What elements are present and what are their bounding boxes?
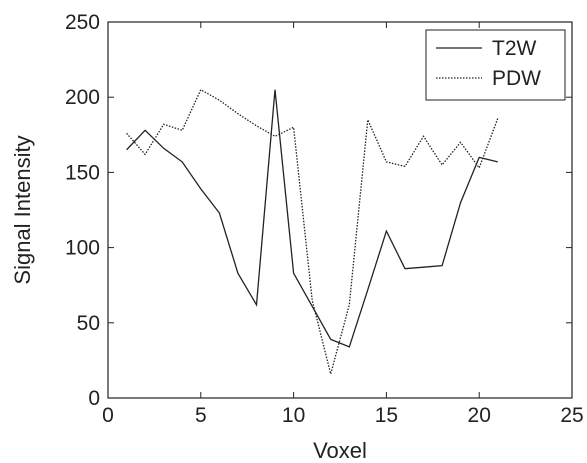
data-point-pdw (125, 131, 129, 135)
data-point-t2w (199, 187, 203, 191)
y-tick-label: 150 (65, 161, 100, 184)
y-tick-label: 0 (88, 387, 100, 410)
y-axis-label: Signal Intensity (10, 135, 35, 284)
data-point-pdw (477, 166, 481, 170)
data-point-t2w (366, 288, 370, 292)
data-point-t2w (329, 337, 333, 341)
legend: T2W PDW (425, 29, 566, 101)
data-point-t2w (217, 211, 221, 215)
x-tick-label: 10 (282, 404, 305, 427)
data-point-pdw (384, 160, 388, 164)
legend-box (425, 29, 566, 101)
data-point-pdw (496, 116, 500, 120)
data-point-pdw (347, 303, 351, 307)
data-point-t2w (162, 146, 166, 150)
data-point-pdw (180, 128, 184, 132)
x-tick-label: 15 (375, 404, 398, 427)
data-point-t2w (440, 264, 444, 268)
series-layer (125, 88, 500, 377)
data-point-pdw (329, 372, 333, 376)
data-point-pdw (366, 118, 370, 122)
data-point-t2w (459, 200, 463, 204)
data-point-t2w (347, 345, 351, 349)
y-tick-label: 250 (65, 11, 100, 34)
x-tick-label: 20 (468, 404, 491, 427)
data-point-pdw (254, 124, 258, 128)
data-point-t2w (422, 265, 426, 269)
data-point-t2w (384, 229, 388, 233)
data-point-pdw (440, 163, 444, 167)
y-tick-label: 200 (65, 86, 100, 109)
x-tick-label: 5 (195, 404, 207, 427)
data-point-pdw (459, 140, 463, 144)
data-point-t2w (273, 88, 277, 92)
data-point-pdw (217, 98, 221, 102)
data-point-pdw (199, 88, 203, 92)
data-point-t2w (180, 160, 184, 164)
data-point-pdw (310, 298, 314, 302)
data-point-t2w (236, 271, 240, 275)
data-point-pdw (162, 122, 166, 126)
legend-label-pdw: PDW (492, 67, 541, 90)
data-point-t2w (477, 155, 481, 159)
x-tick-label: 25 (560, 404, 583, 427)
data-point-t2w (143, 128, 147, 132)
y-tick-label: 100 (65, 237, 100, 260)
data-point-t2w (403, 267, 407, 271)
data-point-pdw (422, 134, 426, 138)
data-point-t2w (254, 303, 258, 307)
data-point-pdw (143, 152, 147, 156)
x-tick-label: 0 (102, 404, 114, 427)
data-point-pdw (292, 125, 296, 129)
data-point-t2w (496, 160, 500, 164)
x-axis-label: Voxel (313, 438, 367, 463)
y-tick-label: 50 (77, 312, 100, 335)
data-point-t2w (125, 148, 129, 152)
data-point-pdw (273, 134, 277, 138)
legend-label-t2w: T2W (492, 37, 537, 60)
data-point-pdw (236, 112, 240, 116)
data-point-t2w (292, 271, 296, 275)
data-point-pdw (403, 164, 407, 168)
series-line-t2w (126, 89, 498, 348)
